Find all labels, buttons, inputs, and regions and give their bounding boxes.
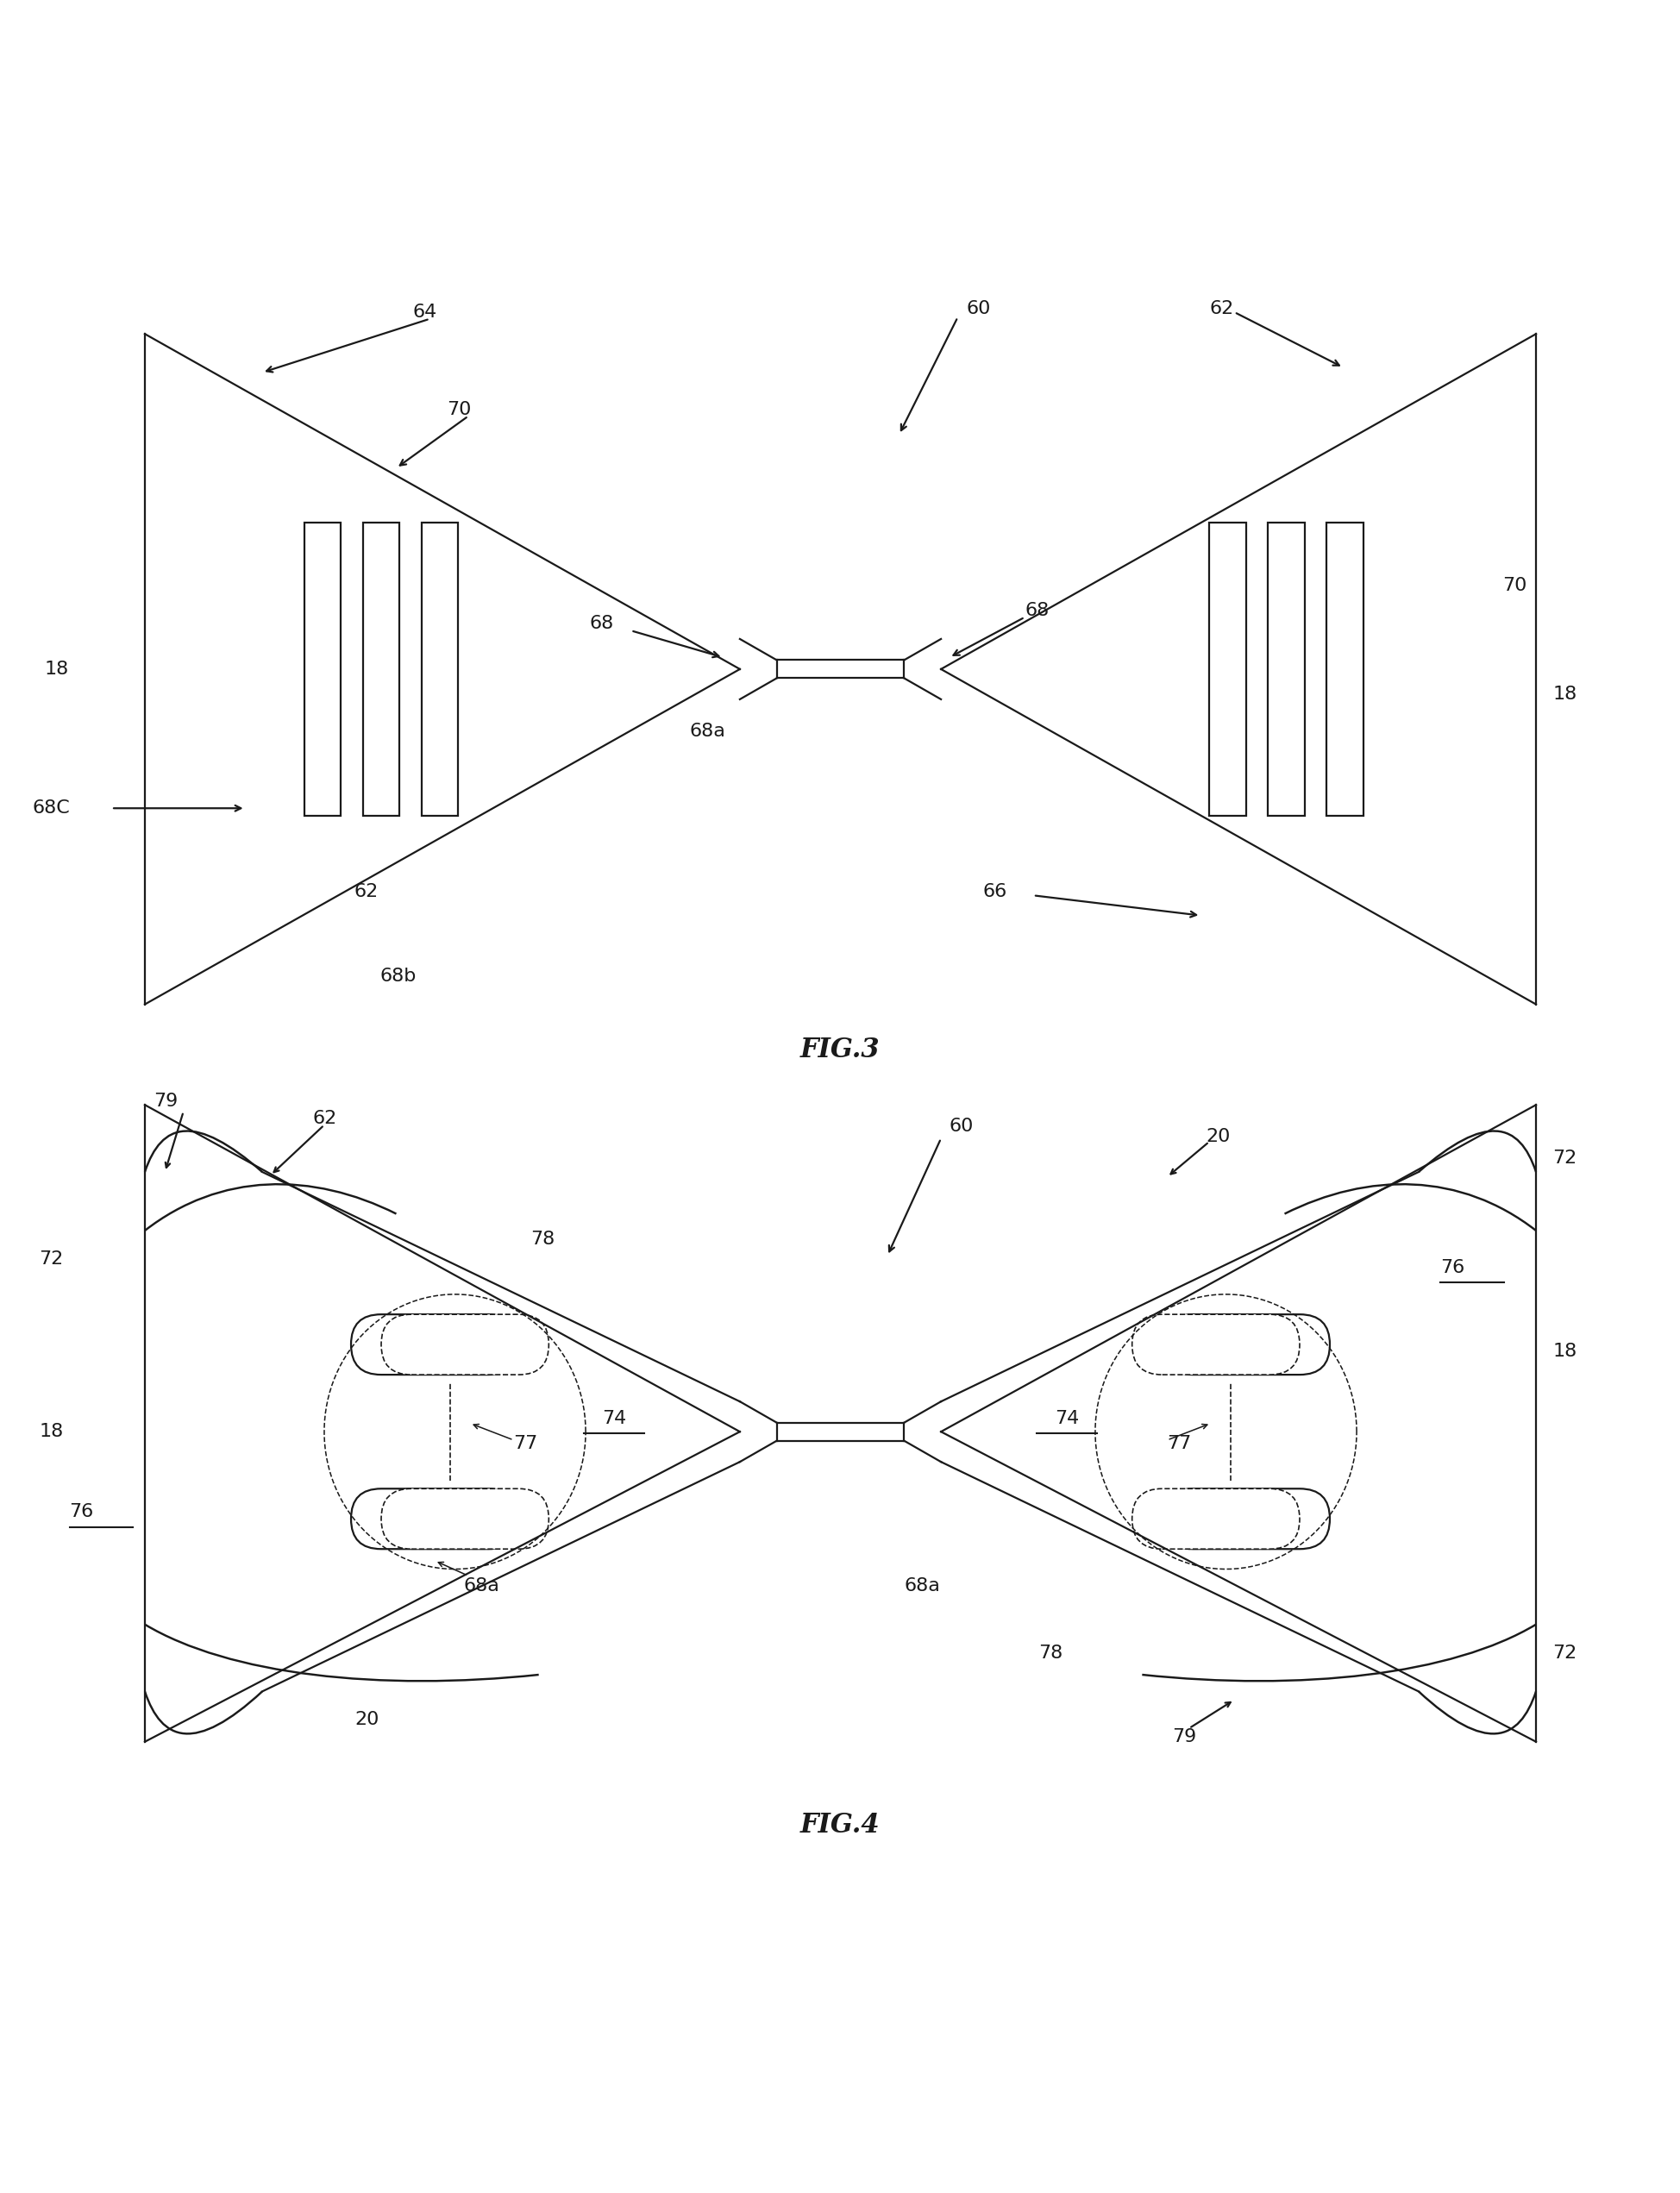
FancyBboxPatch shape [351,1489,519,1548]
Text: 77: 77 [514,1434,538,1452]
FancyBboxPatch shape [1161,1314,1329,1375]
Text: 79: 79 [153,1092,178,1110]
Text: 74: 74 [601,1410,627,1428]
Text: 72: 72 [1552,1645,1576,1662]
Text: 62: 62 [354,884,378,901]
Text: 70: 70 [1502,577,1525,594]
FancyBboxPatch shape [1161,1489,1329,1548]
Text: 79: 79 [1171,1728,1196,1746]
Text: 68: 68 [590,616,613,632]
Text: 68C: 68C [32,800,71,816]
Text: 72: 72 [39,1250,64,1268]
Text: 62: 62 [1208,300,1233,318]
Text: 20: 20 [1205,1127,1230,1145]
Text: 18: 18 [1552,1342,1576,1360]
Text: 78: 78 [1038,1645,1062,1662]
Text: 60: 60 [949,1118,973,1136]
Text: 77: 77 [1166,1434,1191,1452]
Text: FIG.3: FIG.3 [800,1037,880,1064]
FancyBboxPatch shape [381,1489,548,1548]
Text: 68b: 68b [380,967,417,985]
Text: 68a: 68a [689,721,726,739]
Text: 70: 70 [447,401,470,419]
Text: 18: 18 [1552,686,1576,704]
Text: 68a: 68a [464,1577,499,1594]
Text: 64: 64 [413,303,437,320]
Text: 62: 62 [312,1110,336,1127]
Bar [1208,522,1245,816]
Text: FIG.4: FIG.4 [800,1811,880,1840]
Bar [304,522,341,816]
FancyBboxPatch shape [1132,1489,1299,1548]
Bar [1326,522,1362,816]
Text: 66: 66 [983,884,1006,901]
Text: 68a: 68a [904,1577,939,1594]
Text: 20: 20 [354,1711,378,1728]
Bar [363,522,400,816]
Text: 74: 74 [1053,1410,1079,1428]
Text: 78: 78 [531,1230,554,1248]
Bar [422,522,459,816]
FancyBboxPatch shape [1132,1314,1299,1375]
Text: 68: 68 [1025,601,1048,618]
Text: 76: 76 [69,1504,94,1520]
FancyBboxPatch shape [381,1314,548,1375]
Bar [1267,522,1304,816]
Text: 76: 76 [1440,1259,1463,1276]
Text: 18: 18 [39,1423,64,1441]
Text: 18: 18 [44,660,69,678]
Text: 60: 60 [966,300,990,318]
Text: 72: 72 [1552,1149,1576,1167]
FancyBboxPatch shape [351,1314,519,1375]
